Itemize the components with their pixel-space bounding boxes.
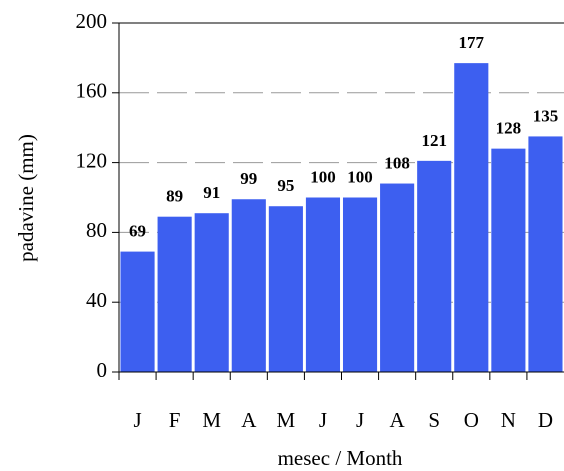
value-label: 99 bbox=[240, 169, 257, 188]
x-tick-label: D bbox=[538, 408, 553, 432]
value-label: 91 bbox=[203, 183, 220, 202]
value-label: 100 bbox=[347, 167, 373, 186]
x-tick-label: A bbox=[241, 408, 257, 432]
value-label: 177 bbox=[459, 33, 485, 52]
bar bbox=[194, 213, 229, 372]
value-label: 100 bbox=[310, 167, 336, 186]
y-tick-label: 120 bbox=[76, 148, 108, 172]
y-tick-label: 80 bbox=[86, 218, 107, 242]
x-tick-label: M bbox=[202, 408, 221, 432]
bar bbox=[120, 251, 155, 372]
bar bbox=[157, 216, 192, 372]
bar bbox=[305, 197, 341, 372]
x-tick-label: F bbox=[169, 408, 181, 432]
value-label: 95 bbox=[277, 176, 294, 195]
bar bbox=[491, 148, 526, 372]
y-axis-title: padavine (mm) bbox=[14, 134, 38, 262]
value-label: 108 bbox=[384, 153, 410, 172]
bar bbox=[342, 197, 378, 372]
bar bbox=[268, 206, 303, 372]
bar bbox=[417, 160, 452, 372]
x-tick-label: M bbox=[277, 408, 296, 432]
value-label: 69 bbox=[129, 222, 146, 241]
value-label: 89 bbox=[166, 187, 183, 206]
value-label: 121 bbox=[421, 131, 447, 150]
x-axis-title: mesec / Month bbox=[278, 446, 403, 470]
bar bbox=[454, 63, 489, 372]
x-tick-label: S bbox=[428, 408, 440, 432]
bar bbox=[380, 183, 415, 372]
x-tick-label: N bbox=[501, 408, 516, 432]
bar bbox=[231, 199, 266, 372]
x-tick-label: J bbox=[319, 408, 327, 432]
y-tick-label: 200 bbox=[76, 9, 108, 33]
y-tick-label: 40 bbox=[86, 288, 107, 312]
value-label: 128 bbox=[496, 119, 522, 138]
value-label: 135 bbox=[533, 106, 559, 125]
y-tick-label: 0 bbox=[97, 358, 108, 382]
x-tick-label: O bbox=[464, 408, 479, 432]
x-tick-label: J bbox=[356, 408, 364, 432]
x-tick-label: J bbox=[133, 408, 141, 432]
bar bbox=[528, 136, 563, 372]
y-tick-label: 160 bbox=[76, 79, 108, 103]
x-tick-label: A bbox=[390, 408, 406, 432]
